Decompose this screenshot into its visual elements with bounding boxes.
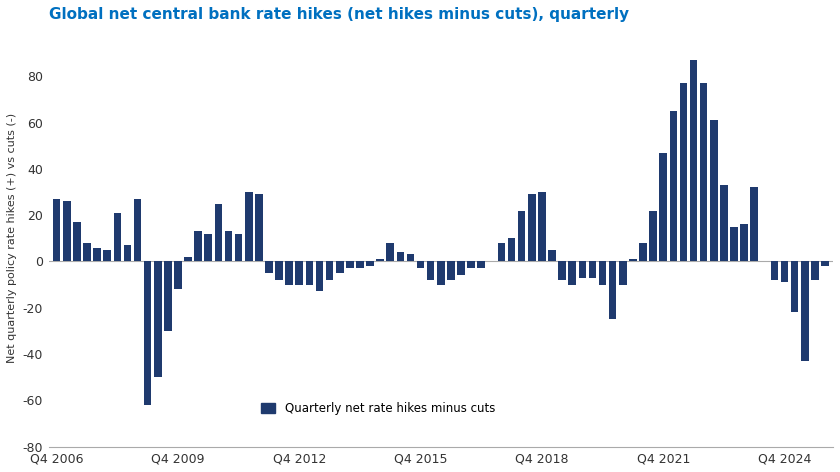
Bar xyxy=(528,194,536,261)
Bar xyxy=(376,259,384,261)
Bar xyxy=(730,227,738,261)
Bar xyxy=(790,261,799,312)
Bar xyxy=(811,261,819,280)
Bar xyxy=(144,261,151,405)
Bar xyxy=(427,261,434,280)
Bar xyxy=(346,261,354,269)
Bar xyxy=(407,254,414,261)
Bar xyxy=(194,231,202,261)
Bar xyxy=(276,261,283,280)
Bar xyxy=(822,261,829,266)
Bar xyxy=(750,187,758,261)
Bar xyxy=(296,261,303,285)
Legend: Quarterly net rate hikes minus cuts: Quarterly net rate hikes minus cuts xyxy=(256,397,500,420)
Bar xyxy=(134,199,141,261)
Bar xyxy=(770,261,778,280)
Bar xyxy=(659,152,667,261)
Bar xyxy=(457,261,465,275)
Bar xyxy=(801,261,809,361)
Bar xyxy=(214,203,223,261)
Bar xyxy=(103,250,111,261)
Bar xyxy=(549,250,556,261)
Bar xyxy=(225,231,233,261)
Bar xyxy=(477,261,485,269)
Bar xyxy=(690,60,697,261)
Bar xyxy=(680,83,687,261)
Bar xyxy=(467,261,475,269)
Bar xyxy=(265,261,273,273)
Bar xyxy=(629,259,637,261)
Bar xyxy=(589,261,596,278)
Bar xyxy=(538,192,546,261)
Bar xyxy=(235,234,243,261)
Text: Global net central bank rate hikes (net hikes minus cuts), quarterly: Global net central bank rate hikes (net … xyxy=(49,7,628,22)
Bar xyxy=(83,243,91,261)
Bar xyxy=(669,111,677,261)
Bar xyxy=(164,261,171,331)
Bar xyxy=(508,238,516,261)
Bar xyxy=(53,199,60,261)
Bar xyxy=(184,257,192,261)
Bar xyxy=(518,211,526,261)
Bar xyxy=(113,213,121,261)
Bar xyxy=(255,194,263,261)
Bar xyxy=(123,245,131,261)
Y-axis label: Net quarterly policy rate hikes (+) vs cuts (-): Net quarterly policy rate hikes (+) vs c… xyxy=(7,113,17,363)
Bar xyxy=(649,211,657,261)
Bar xyxy=(366,261,374,266)
Bar xyxy=(780,261,788,282)
Bar xyxy=(73,222,81,261)
Bar xyxy=(93,247,101,261)
Bar xyxy=(204,234,212,261)
Bar xyxy=(740,224,748,261)
Bar xyxy=(154,261,161,377)
Bar xyxy=(639,243,647,261)
Bar xyxy=(316,261,323,292)
Bar xyxy=(599,261,606,285)
Bar xyxy=(569,261,576,285)
Bar xyxy=(63,201,71,261)
Bar xyxy=(710,120,717,261)
Bar xyxy=(396,252,404,261)
Bar xyxy=(386,243,394,261)
Bar xyxy=(700,83,707,261)
Bar xyxy=(326,261,333,280)
Bar xyxy=(245,192,253,261)
Bar xyxy=(356,261,364,269)
Bar xyxy=(720,185,727,261)
Bar xyxy=(447,261,454,280)
Bar xyxy=(306,261,313,285)
Bar xyxy=(174,261,181,289)
Bar xyxy=(559,261,566,280)
Bar xyxy=(286,261,293,285)
Bar xyxy=(619,261,627,285)
Bar xyxy=(417,261,424,269)
Bar xyxy=(579,261,586,278)
Bar xyxy=(437,261,444,285)
Bar xyxy=(609,261,617,319)
Bar xyxy=(497,243,505,261)
Bar xyxy=(336,261,344,273)
